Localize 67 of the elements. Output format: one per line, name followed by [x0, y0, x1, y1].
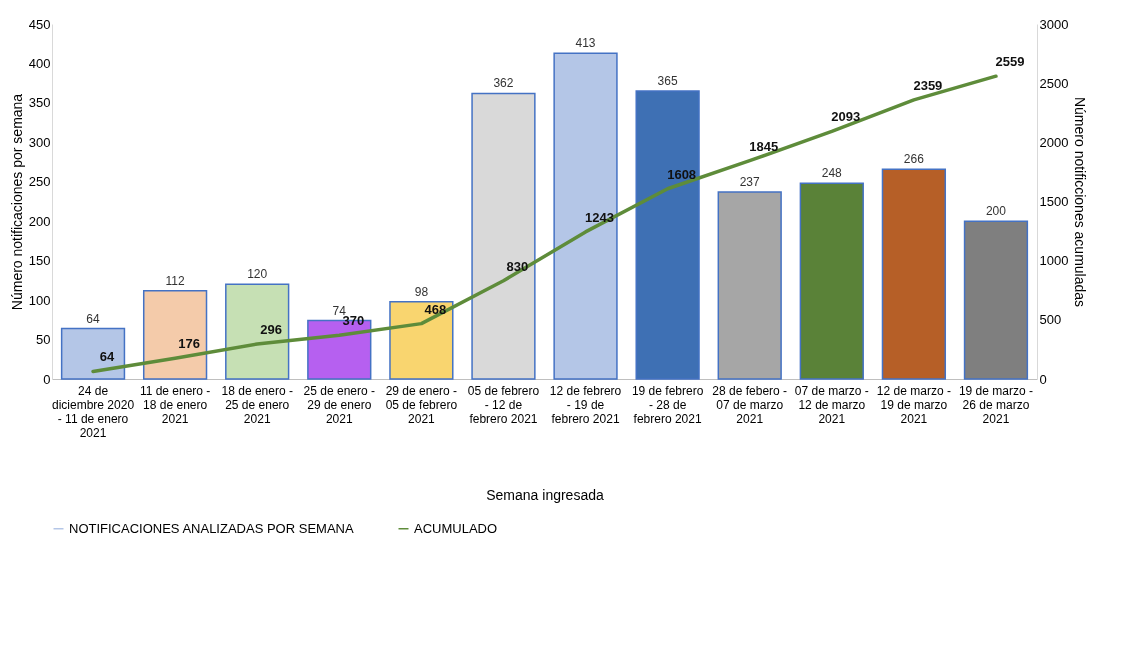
data-label: 200 [985, 204, 1007, 219]
y-tick-label: 50 [36, 332, 51, 348]
x-tick-label: 05 de febrero - 12 de febrero 2021 [467, 383, 540, 426]
data-label: 362 [493, 76, 514, 91]
y2-tick-label: 3000 [1039, 16, 1069, 32]
x-tick-label: 25 de enero - 29 de enero 2021 [303, 383, 375, 426]
y-tick-label: 450 [28, 16, 51, 32]
data-label: 413 [575, 36, 596, 51]
y-axis-title: Número notificaciones por semana [8, 93, 25, 311]
x-tick-label: 07 de marzo - 12 de marzo 2021 [794, 383, 869, 426]
bar [225, 283, 290, 380]
data-label: 2559 [995, 54, 1025, 70]
bar [799, 182, 864, 380]
bar [635, 90, 700, 380]
data-label: 64 [99, 349, 116, 365]
bar [963, 220, 1029, 380]
y-tick-label: 400 [28, 55, 51, 71]
y-tick-label: 300 [28, 134, 51, 150]
y-tick-label: 200 [28, 213, 51, 229]
x-tick-label: 18 de enero - 25 de enero 2021 [221, 383, 293, 426]
bar [717, 191, 782, 380]
y2-tick-label: 500 [1039, 312, 1062, 328]
data-label: 1608 [667, 166, 697, 182]
y-tick-label: 350 [28, 95, 51, 111]
bar [881, 168, 947, 380]
bar [389, 300, 454, 380]
y2-axis-title: Número notificciones acumuladas [1072, 96, 1089, 308]
data-label: 2093 [831, 109, 861, 125]
data-label: 266 [903, 152, 925, 167]
bar [142, 289, 208, 380]
y2-tick-label: 2000 [1039, 134, 1069, 150]
x-tick-label: 24 de diciembre 2020 - 11 de enero 2021 [52, 383, 135, 440]
y-tick-label: 100 [28, 292, 51, 308]
x-tick-label: 28 de febero - 07 de marzo 2021 [712, 383, 788, 426]
x-axis-title: Semana ingresada [486, 486, 604, 503]
data-label: 248 [821, 166, 843, 181]
y2-tick-label: 1000 [1039, 253, 1069, 269]
data-label: 98 [414, 284, 429, 299]
data-label: 296 [260, 321, 283, 337]
x-tick-label: 12 de marzo - 19 de marzo 2021 [876, 383, 951, 426]
x-tick-label: 29 de enero - 05 de febrero 2021 [385, 383, 458, 426]
bar [60, 327, 126, 380]
data-label: 1845 [749, 138, 779, 154]
data-label: 365 [657, 74, 678, 89]
y-tick-label: 150 [28, 253, 51, 269]
data-label: 64 [86, 311, 101, 326]
data-label: 120 [247, 267, 268, 282]
y2-tick-label: 2500 [1039, 75, 1069, 91]
bar [471, 92, 536, 380]
y2-tick-label: 1500 [1039, 194, 1069, 209]
data-label: 112 [165, 273, 186, 288]
data-label: 237 [739, 175, 761, 190]
x-tick-label: 12 de febrero - 19 de febrero 2021 [549, 383, 622, 426]
y2-tick-label: 0 [1039, 371, 1047, 387]
bar [553, 52, 618, 380]
y-tick-label: 0 [43, 371, 51, 387]
x-tick-label: 19 de febrero - 28 de febrero 2021 [631, 383, 704, 426]
legend-label: NOTIFICACIONES ANALIZADAS POR SEMANA [69, 520, 354, 536]
data-label: 830 [506, 258, 529, 274]
y-tick-label: 250 [28, 174, 51, 190]
data-label: 2359 [913, 77, 943, 93]
data-label: 468 [424, 301, 447, 317]
legend-label: ACUMULADO [414, 520, 498, 536]
data-label: 176 [178, 336, 200, 352]
data-label: 1243 [585, 209, 614, 225]
x-tick-label: 19 de marzo - 26 de marzo 2021 [958, 383, 1033, 426]
x-tick-label: 11 de enero - 18 de enero 2021 [139, 383, 211, 426]
